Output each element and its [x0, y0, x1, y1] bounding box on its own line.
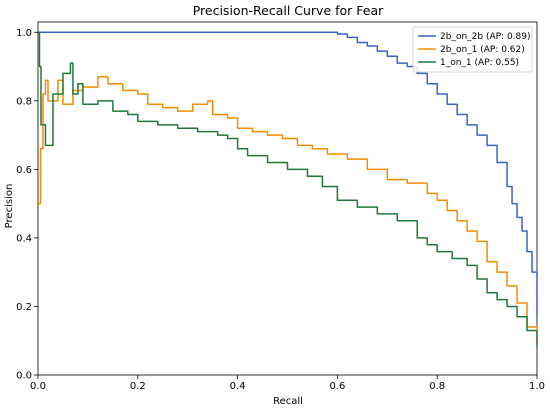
chart-title: Precision-Recall Curve for Fear: [193, 3, 384, 18]
legend: 2b_on_2b (AP: 0.89) 2b_on_1 (AP: 0.62) 1_o…: [412, 26, 533, 73]
series-line-1: [38, 76, 538, 345]
x-tick-label: 0.2: [130, 381, 146, 392]
y-tick-label: 0.0: [16, 371, 32, 382]
y-tick-label: 0.2: [16, 302, 32, 313]
series-line-2: [38, 31, 538, 348]
plot-frame: [37, 21, 538, 376]
x-axis-ticks: 0.0 0.2 0.4 0.6 0.8 1.0: [30, 375, 545, 392]
series-line-0: [38, 31, 538, 317]
legend-box: [412, 26, 533, 73]
y-axis-label: Precision: [4, 184, 15, 229]
x-axis-label: Recall: [273, 396, 303, 407]
y-tick-label: 1.0: [16, 28, 32, 39]
x-tick-label: 0.0: [30, 381, 46, 392]
legend-entry: 2b_on_2b (AP: 0.89): [440, 32, 531, 42]
y-tick-label: 0.8: [16, 96, 32, 107]
series-layer: [38, 31, 538, 348]
x-tick-label: 0.4: [230, 381, 246, 392]
x-tick-label: 0.8: [429, 381, 445, 392]
x-tick-label: 0.6: [329, 381, 345, 392]
y-axis-ticks: 0.0 0.2 0.4 0.6 0.8 1.0: [16, 28, 38, 382]
legend-entry: 1_on_1 (AP: 0.55): [440, 58, 519, 68]
y-tick-label: 0.4: [16, 233, 32, 244]
legend-entry: 2b_on_1 (AP: 0.62): [440, 45, 525, 55]
y-tick-label: 0.6: [16, 165, 32, 176]
x-tick-label: 1.0: [529, 381, 545, 392]
plot-area: [37, 21, 538, 376]
